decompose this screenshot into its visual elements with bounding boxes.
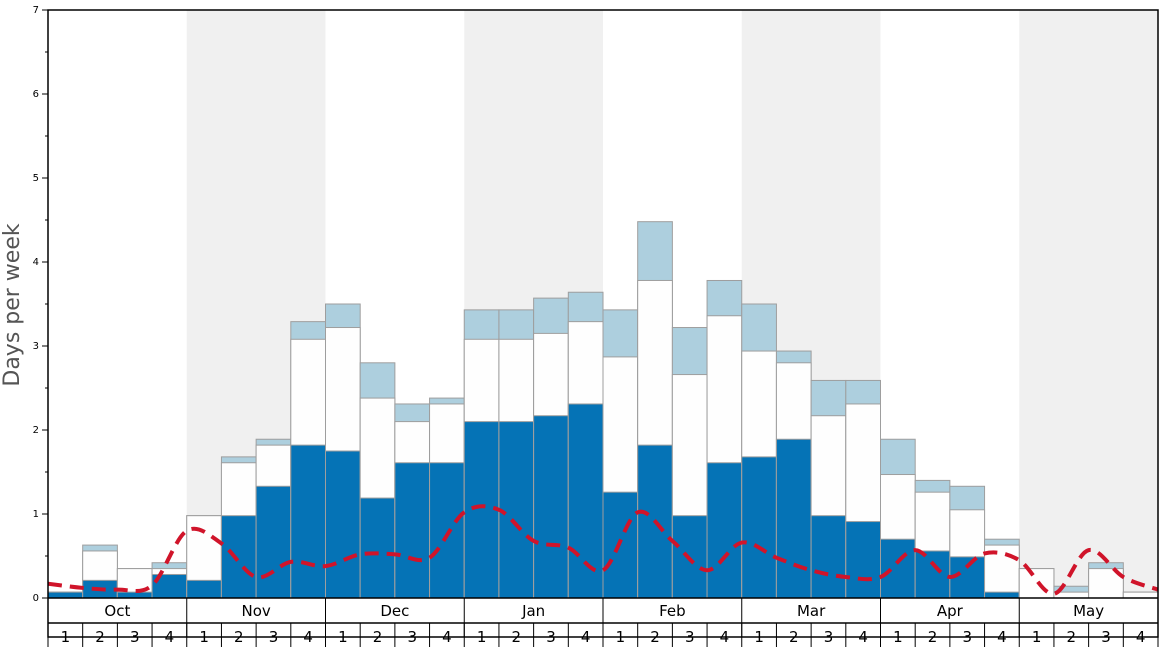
month-label-jan: Jan <box>521 602 545 620</box>
y-tick-label: 5 <box>33 173 39 184</box>
y-tick-label: 7 <box>33 5 39 16</box>
bar-dark <box>325 450 361 599</box>
bar-mid <box>1018 568 1055 599</box>
week-label: 3 <box>962 628 972 646</box>
bar-dark <box>498 421 535 599</box>
week-label: 2 <box>95 628 105 646</box>
week-label: 2 <box>234 628 244 646</box>
y-tick-label: 1 <box>33 509 39 520</box>
bar-dark <box>255 485 292 599</box>
axes-frame <box>47 9 1159 647</box>
y-tick-label: 4 <box>33 257 39 268</box>
week-label: 3 <box>546 628 556 646</box>
axis-labels: 0 1 2 3 4 5 6 7 Oct Nov Dec Jan Feb Mar Apr May 1 2 3 4 1 2 3 4… <box>33 5 1146 646</box>
bar-dark <box>220 515 257 599</box>
bar-dark <box>116 591 153 599</box>
week-label: 2 <box>512 628 522 646</box>
week-label: 1 <box>616 628 626 646</box>
week-label: 3 <box>407 628 417 646</box>
week-label: 1 <box>199 628 209 646</box>
bar-dark <box>429 462 465 599</box>
week-label: 4 <box>442 628 452 646</box>
series-line <box>48 504 1158 596</box>
month-label-may: May <box>1073 602 1104 620</box>
y-tick-label: 3 <box>33 341 39 352</box>
y-axis-ticks <box>42 9 48 599</box>
y-tick-label: 2 <box>33 425 39 436</box>
month-label-oct: Oct <box>104 602 130 620</box>
week-label: 1 <box>61 628 71 646</box>
bar-dark <box>984 591 1020 599</box>
bar-dark <box>880 538 916 599</box>
week-label: 1 <box>893 628 903 646</box>
week-label: 3 <box>269 628 279 646</box>
week-label: 2 <box>650 628 660 646</box>
week-label: 4 <box>581 628 591 646</box>
bar-dark <box>706 462 743 599</box>
y-tick-label: 0 <box>33 593 39 604</box>
week-label: 1 <box>1032 628 1042 646</box>
week-label: 3 <box>824 628 834 646</box>
bar-dark <box>186 579 222 599</box>
week-label: 4 <box>997 628 1007 646</box>
week-label: 2 <box>1067 628 1077 646</box>
week-label: 4 <box>720 628 730 646</box>
bar-dark <box>914 550 951 599</box>
bar-dark <box>359 497 396 599</box>
bar-dark <box>775 438 812 599</box>
month-label-feb: Feb <box>659 602 686 620</box>
bar-mid <box>1122 591 1159 599</box>
week-label: 1 <box>754 628 764 646</box>
bar-dark <box>47 591 84 599</box>
week-label: 3 <box>685 628 695 646</box>
week-label: 2 <box>373 628 383 646</box>
bar-dark <box>810 515 847 599</box>
week-label: 4 <box>165 628 175 646</box>
bar-dark <box>533 415 569 599</box>
week-label: 2 <box>789 628 799 646</box>
week-label: 3 <box>130 628 140 646</box>
bar-dark <box>290 444 326 599</box>
month-shade-may <box>1019 10 1158 598</box>
y-axis-title: Days per week <box>0 223 25 386</box>
dashed-line-series <box>48 504 1158 596</box>
bar-dark <box>845 521 881 599</box>
bar-dark <box>394 462 431 599</box>
month-label-dec: Dec <box>380 602 409 620</box>
week-label: 2 <box>928 628 938 646</box>
week-label: 4 <box>1136 628 1146 646</box>
y-tick-label: 6 <box>33 89 39 100</box>
week-label: 1 <box>338 628 348 646</box>
bar-dark <box>567 403 604 599</box>
month-label-mar: Mar <box>797 602 826 620</box>
week-label: 1 <box>477 628 487 646</box>
week-label: 4 <box>858 628 868 646</box>
month-label-nov: Nov <box>241 602 270 620</box>
month-label-apr: Apr <box>937 602 964 620</box>
week-label: 3 <box>1101 628 1111 646</box>
bar-dark <box>741 456 777 599</box>
week-label: 4 <box>303 628 313 646</box>
